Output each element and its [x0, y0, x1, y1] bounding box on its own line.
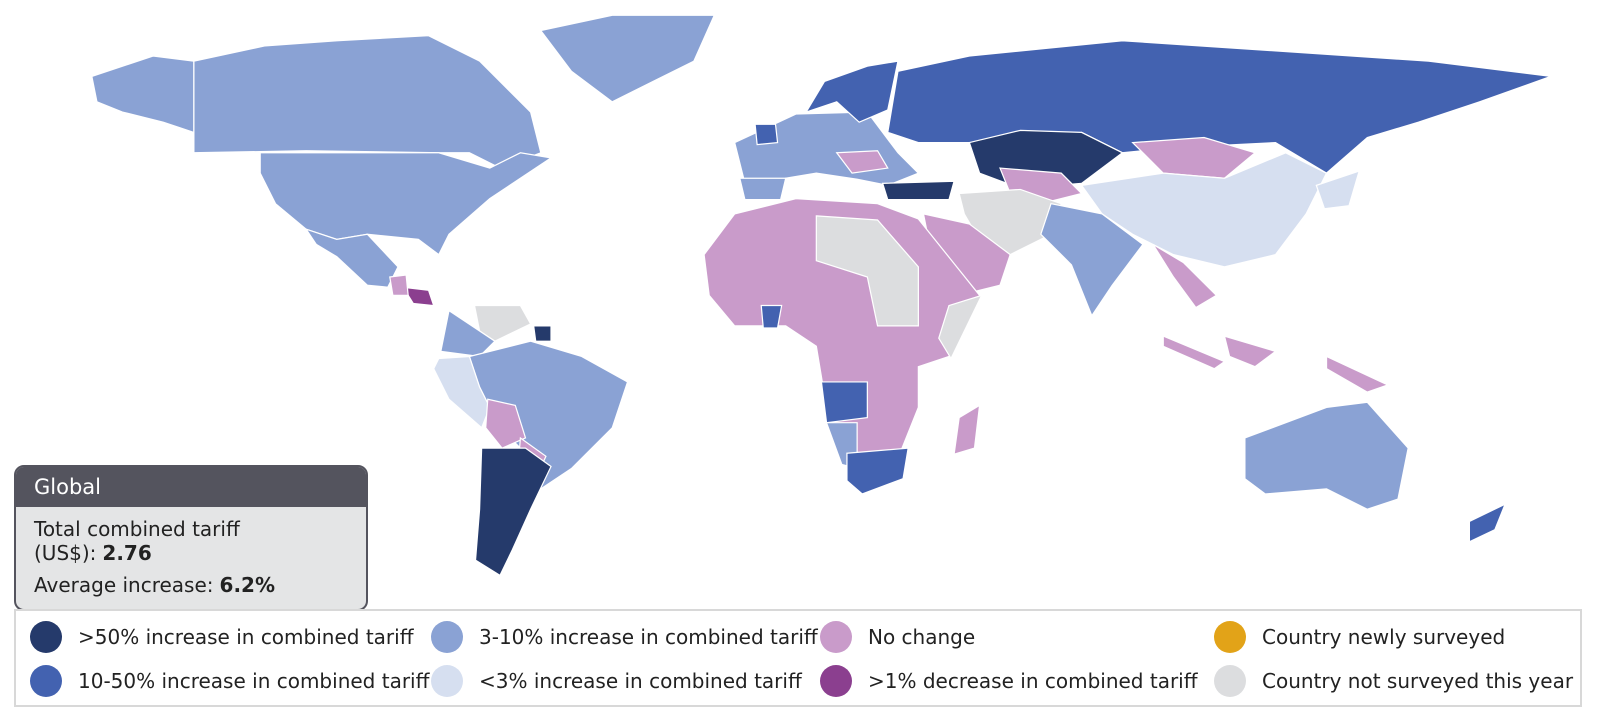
info-row: Total combined tariff (US$): 2.76	[16, 513, 366, 569]
legend-item: 10-50% increase in combined tariff	[30, 665, 429, 697]
legend-swatch	[30, 621, 62, 653]
info-value: 2.76	[102, 541, 152, 565]
legend-item: >50% increase in combined tariff	[30, 621, 413, 653]
info-row: Average increase: 6.2%	[16, 569, 366, 601]
info-box: Global Total combined tariff (US$): 2.76 …	[14, 465, 368, 611]
legend-label: Country newly surveyed	[1262, 625, 1506, 649]
legend-swatch	[1214, 665, 1246, 697]
legend-label: 10-50% increase in combined tariff	[78, 669, 430, 693]
legend-item: 3-10% increase in combined tariff	[431, 621, 818, 653]
info-title: Global	[16, 467, 366, 507]
countries	[91, 14, 1552, 577]
legend-item: Country not surveyed this year	[1214, 665, 1573, 697]
legend-item: Country newly surveyed	[1214, 621, 1505, 653]
legend-label: Country not surveyed this year	[1262, 669, 1574, 693]
legend-label: >1% decrease in combined tariff	[868, 669, 1198, 693]
legend-swatch	[431, 665, 463, 697]
info-label: Average increase:	[34, 573, 214, 597]
legend-swatch	[431, 621, 463, 653]
legend-swatch	[30, 665, 62, 697]
legend-swatch	[1214, 621, 1246, 653]
info-value: 6.2%	[219, 573, 275, 597]
legend-label: No change	[868, 625, 976, 649]
legend-label: <3% increase in combined tariff	[479, 669, 802, 693]
info-body: Total combined tariff (US$): 2.76 Average…	[16, 507, 366, 609]
legend-item: >1% decrease in combined tariff	[820, 665, 1198, 697]
legend-label: >50% increase in combined tariff	[78, 625, 414, 649]
legend-item: No change	[820, 621, 975, 653]
legend: >50% increase in combined tariff 10-50% i…	[14, 609, 1582, 707]
info-label: Total combined tariff (US$):	[34, 517, 240, 565]
legend-label: 3-10% increase in combined tariff	[479, 625, 818, 649]
legend-swatch	[820, 665, 852, 697]
legend-item: <3% increase in combined tariff	[431, 665, 802, 697]
legend-swatch	[820, 621, 852, 653]
